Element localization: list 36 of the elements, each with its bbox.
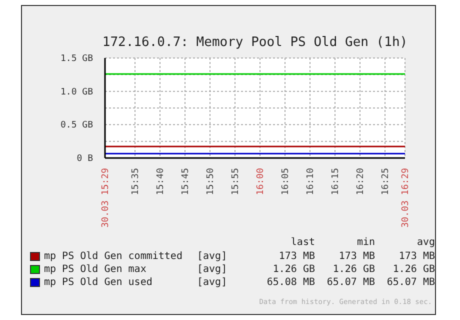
legend-label: mp PS Old Gen used — [44, 277, 154, 288]
x-tick-label: 16:00 — [256, 168, 266, 196]
text: 1.26 GB — [392, 264, 435, 275]
text: [avg] — [197, 277, 228, 288]
x-tick-label: 30.03 15:29 — [101, 168, 111, 228]
x-tick-label: 15:55 — [231, 168, 241, 196]
text: 65.07 MB — [326, 277, 375, 288]
x-tick-label: 16:15 — [331, 168, 341, 196]
y-tick-label: 1.0 GB — [60, 87, 93, 98]
x-tick-label: 30.03 16:29 — [401, 168, 411, 228]
x-tick-label: 15:35 — [131, 168, 141, 196]
y-tick-label: 0 B — [76, 154, 93, 164]
text: 173 MB — [338, 251, 375, 262]
x-tick-label: 16:25 — [381, 168, 391, 196]
text: [avg] — [197, 251, 228, 262]
text: 65.07 MB — [386, 277, 435, 288]
text: [avg] — [197, 264, 228, 275]
legend-label: mp PS Old Gen committed — [44, 251, 184, 262]
x-tick-label: 16:10 — [306, 168, 316, 196]
x-tick-label: 15:40 — [156, 168, 166, 196]
chart-title: 172.16.0.7: Memory Pool PS Old Gen (1h) — [102, 35, 408, 50]
text: last — [290, 237, 315, 250]
y-tick-label: 1.5 GB — [60, 54, 93, 64]
x-tick-label: 16:05 — [281, 168, 291, 196]
x-tick-label: 16:20 — [356, 168, 366, 196]
text: 1.26 GB — [332, 264, 375, 275]
text: avg — [416, 237, 435, 250]
text: 173 MB — [278, 251, 315, 262]
x-tick-label: 15:50 — [206, 168, 216, 196]
x-tick-label: 15:45 — [181, 168, 191, 196]
text: 65.08 MB — [266, 277, 315, 288]
legend-label: mp PS Old Gen max — [44, 264, 148, 275]
text: 1.26 GB — [272, 264, 315, 275]
text: min — [356, 237, 375, 250]
text: 173 MB — [398, 251, 435, 262]
y-tick-label: 0.5 GB — [60, 120, 93, 131]
